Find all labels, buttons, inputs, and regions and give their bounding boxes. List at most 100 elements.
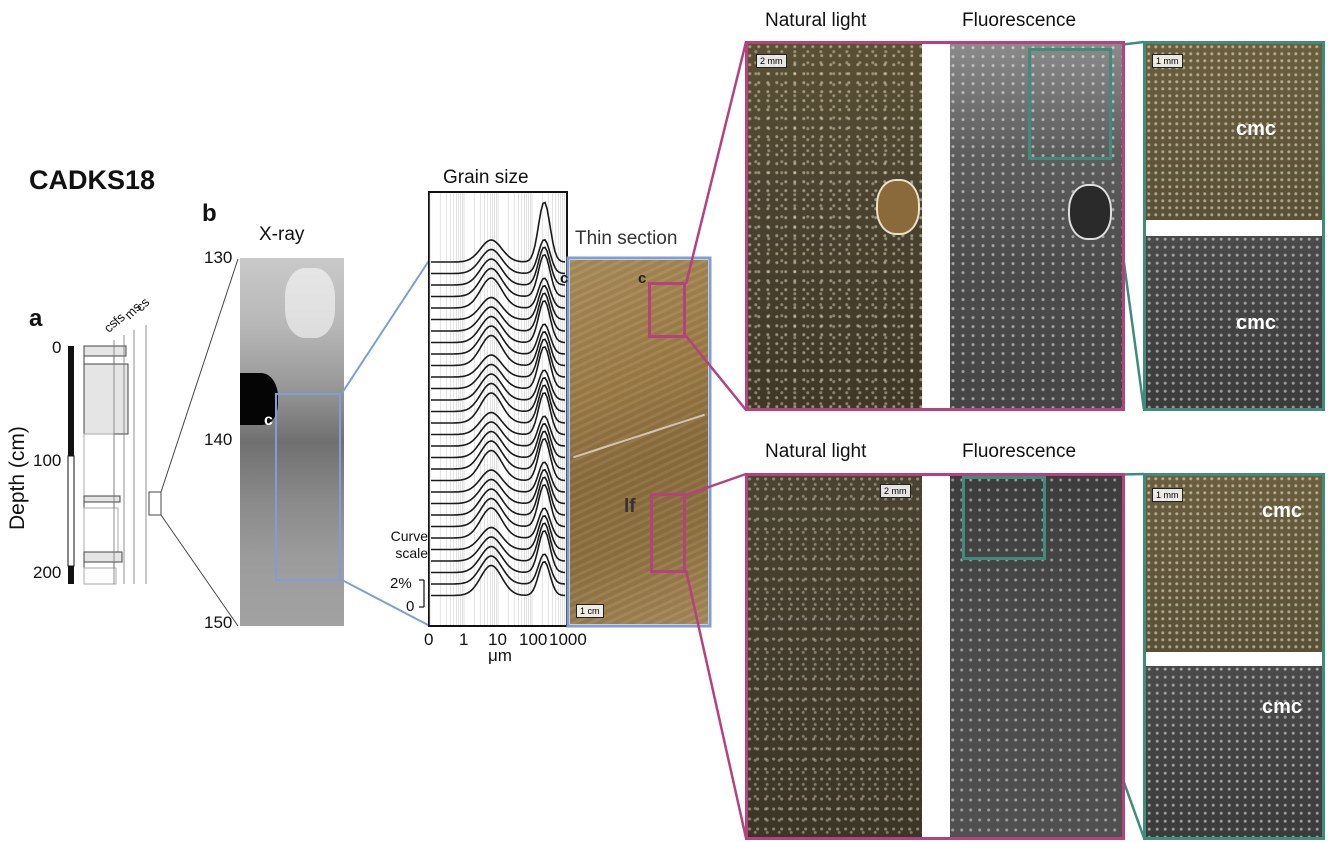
thin-marker-c: c (638, 270, 647, 287)
grain-size-curve (431, 522, 566, 562)
grain-size-curve (431, 415, 566, 447)
depth-bar-black-1 (68, 346, 74, 456)
curve-scale-label-line1: Curve (390, 528, 428, 544)
panel-a-letter: a (29, 305, 43, 332)
grain-size-curve (431, 430, 566, 470)
bottom-zoom-natural: 1 mm cmc (1146, 476, 1322, 652)
gs-xtick-1: 1 (459, 630, 469, 649)
log-unit-6 (83, 551, 123, 563)
grain-size-curve (431, 437, 566, 482)
grain-size-curve (431, 345, 566, 390)
thin-section-image: c lf 1 cm (570, 260, 708, 624)
bottom-green-frame: 1 mm cmc cmc (1143, 473, 1325, 840)
bottom-zoom-scale: 1 mm (1152, 488, 1183, 502)
top-fluorescence-image (950, 44, 1122, 408)
grain-size-curve (431, 384, 566, 424)
grain-size-curve (431, 277, 566, 309)
top-cmc-label-1: cmc (1236, 118, 1277, 140)
curve-scale-value: 2% (390, 575, 412, 592)
depth-tick-100: 100 (33, 451, 62, 470)
grain-size-curve (431, 323, 566, 355)
top-natural-label: Natural light (765, 10, 867, 31)
grain-size-title: Grain size (443, 167, 529, 188)
grain-size-curve (431, 553, 566, 585)
xray-light-patch (285, 268, 335, 338)
top-fluorescence-label: Fluorescence (962, 10, 1077, 31)
top-zoom-fluorescence: cmc (1146, 236, 1322, 408)
bottom-fluorescence-green-box (962, 476, 1046, 560)
panel-b-letter: b (202, 200, 217, 227)
xray-tick-140: 140 (204, 430, 233, 449)
grain-size-curve (431, 253, 566, 298)
grain-size-curve (431, 514, 566, 551)
thin-marker-lf: lf (624, 496, 636, 517)
grain-size-curve (431, 292, 566, 332)
grain-size-curve (431, 246, 566, 286)
top-zoom-natural: 1 mm cmc (1146, 44, 1322, 220)
grain-size-curve (431, 529, 566, 574)
bottom-fluorescence-label: Fluorescence (962, 441, 1077, 462)
grain-size-curve (431, 299, 566, 344)
log-unit-5 (83, 507, 119, 553)
grain-size-marker-c: c (560, 270, 569, 287)
grain-size-curve (431, 507, 566, 539)
thin-box-bottom (650, 493, 686, 573)
xray-selection-box (275, 393, 341, 581)
log-unit-4 (83, 495, 121, 503)
sample-location-box (148, 491, 162, 516)
thin-scale-bar: 1 cm (576, 604, 604, 618)
bottom-cmc-label-1: cmc (1262, 500, 1303, 522)
top-natural-scale: 2 mm (756, 54, 787, 68)
gs-xunit: μm (488, 646, 512, 665)
bottom-magenta-frame: 2 mm (745, 473, 1125, 840)
top-natural-image: 2 mm (748, 44, 922, 408)
figure-title: CADKS18 (29, 165, 156, 195)
top-natural-grain (876, 179, 920, 235)
top-zoom-scale: 1 mm (1152, 54, 1183, 68)
top-green-frame: 1 mm cmc cmc (1143, 41, 1325, 411)
log-unit-7 (83, 567, 117, 585)
xray-marker-c: c (264, 412, 273, 429)
top-fluorescence-grain (1068, 184, 1112, 240)
grain-size-curve (431, 201, 566, 263)
gs-xtick-1000: 1000 (549, 630, 587, 649)
log-unit-1 (83, 345, 127, 357)
bottom-zoom-fluorescence: cmc (1146, 666, 1322, 837)
log-unit-2 (83, 363, 129, 435)
grain-size-curve (431, 369, 566, 401)
bottom-fluorescence-image (950, 476, 1122, 837)
xray-black-blob (240, 373, 278, 425)
top-fluorescence-green-box (1028, 48, 1112, 160)
xray-image: c (240, 258, 344, 626)
bottom-cmc-label-2: cmc (1262, 696, 1303, 718)
gs-xtick-100: 100 (519, 630, 548, 649)
grain-size-curve (431, 468, 566, 505)
grain-size-curve (431, 338, 566, 378)
grain-size-curve (431, 461, 566, 493)
xray-tick-130: 130 (204, 248, 233, 267)
grain-size-curve (431, 330, 566, 367)
xray-label: X-ray (259, 224, 305, 245)
gs-xtick-10: 10 (488, 630, 507, 649)
grain-size-curve (431, 238, 566, 275)
xray-tick-150: 150 (204, 613, 233, 632)
depth-tick-200: 200 (33, 563, 62, 582)
bottom-natural-label: Natural light (765, 441, 867, 462)
grain-size-curve (431, 391, 566, 436)
gs-xtick-0: 0 (424, 630, 434, 649)
curve-scale-label-line2: scale (395, 545, 428, 561)
grain-size-curve (431, 560, 566, 597)
curve-scale-label: Curve scale (380, 528, 428, 562)
bottom-natural-scale: 2 mm (880, 484, 911, 498)
depth-bar-black-2 (68, 566, 74, 584)
grain-size-curve (431, 284, 566, 321)
top-magenta-frame: 2 mm (745, 41, 1125, 411)
grain-size-curve (431, 376, 566, 413)
curve-scale-zero: 0 (406, 598, 415, 615)
grain-size-curve (431, 476, 566, 516)
grain-size-curve (431, 483, 566, 528)
top-cmc-label-2: cmc (1236, 312, 1277, 334)
grain-size-curve (431, 422, 566, 459)
